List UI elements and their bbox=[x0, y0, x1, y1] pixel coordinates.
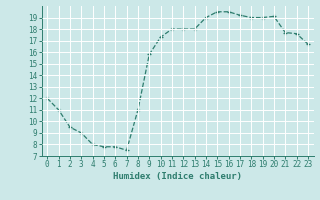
X-axis label: Humidex (Indice chaleur): Humidex (Indice chaleur) bbox=[113, 172, 242, 181]
